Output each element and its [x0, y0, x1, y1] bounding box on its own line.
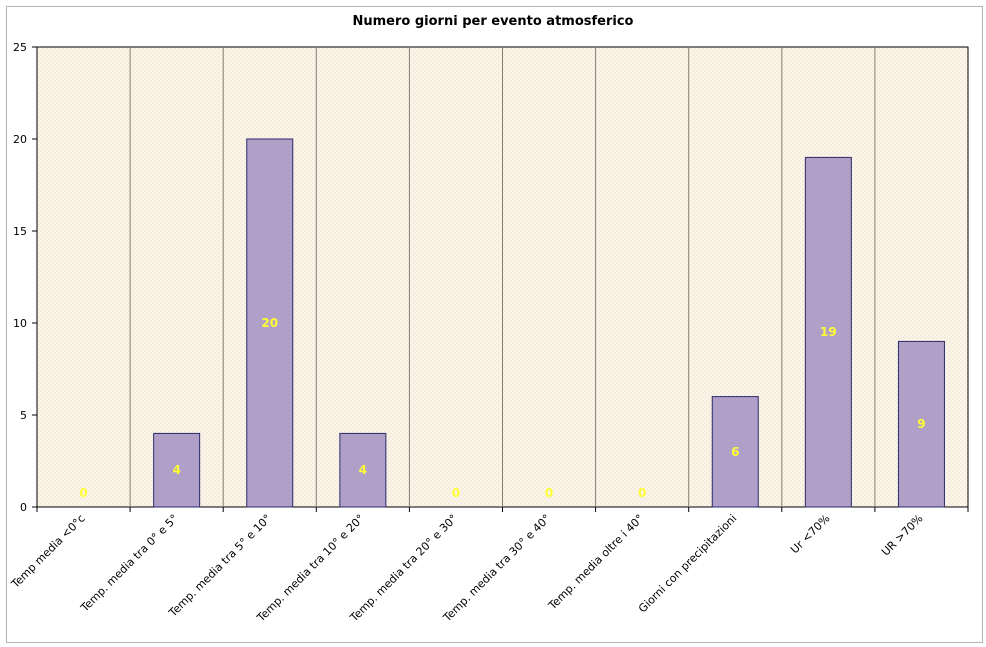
category-label: Temp. media tra 10° e 20° — [254, 512, 367, 625]
data-label: 4 — [359, 463, 367, 477]
chart-title: Numero giorni per evento atmosferico — [352, 14, 634, 29]
category-label: Temp. media tra 0° e 5° — [78, 512, 181, 615]
data-label: 0 — [79, 486, 87, 500]
y-tick-label: 10 — [13, 317, 27, 330]
data-label: 19 — [820, 325, 837, 339]
data-label: 4 — [172, 463, 180, 477]
data-label: 0 — [638, 486, 646, 500]
bar — [711, 396, 759, 508]
bar — [897, 340, 945, 508]
category-label: Temp. media tra 30° e 40° — [440, 512, 553, 625]
y-tick-label: 5 — [20, 409, 27, 422]
y-tick-label: 0 — [20, 501, 27, 514]
bar — [804, 156, 852, 508]
bar — [339, 432, 387, 508]
data-label: 0 — [545, 486, 553, 500]
category-label: Temp media <0°c — [8, 512, 87, 591]
data-label: 6 — [731, 445, 739, 459]
bar — [246, 138, 294, 508]
y-tick-label: 25 — [13, 41, 27, 54]
category-label: Giorni con precipitazioni — [636, 512, 739, 615]
y-tick-label: 20 — [13, 133, 27, 146]
category-label: Temp. media tra 20° e 30° — [347, 512, 460, 625]
data-label: 20 — [261, 316, 278, 330]
category-label: Temp. media oltre i 40° — [545, 512, 646, 613]
bar — [153, 432, 201, 508]
category-label: Ur <70% — [788, 512, 832, 556]
y-tick-label: 15 — [13, 225, 27, 238]
category-label: UR >70% — [879, 512, 926, 559]
data-label: 0 — [452, 486, 460, 500]
data-label: 9 — [917, 417, 925, 431]
category-label: Temp. media tra 5° e 10° — [166, 512, 274, 620]
